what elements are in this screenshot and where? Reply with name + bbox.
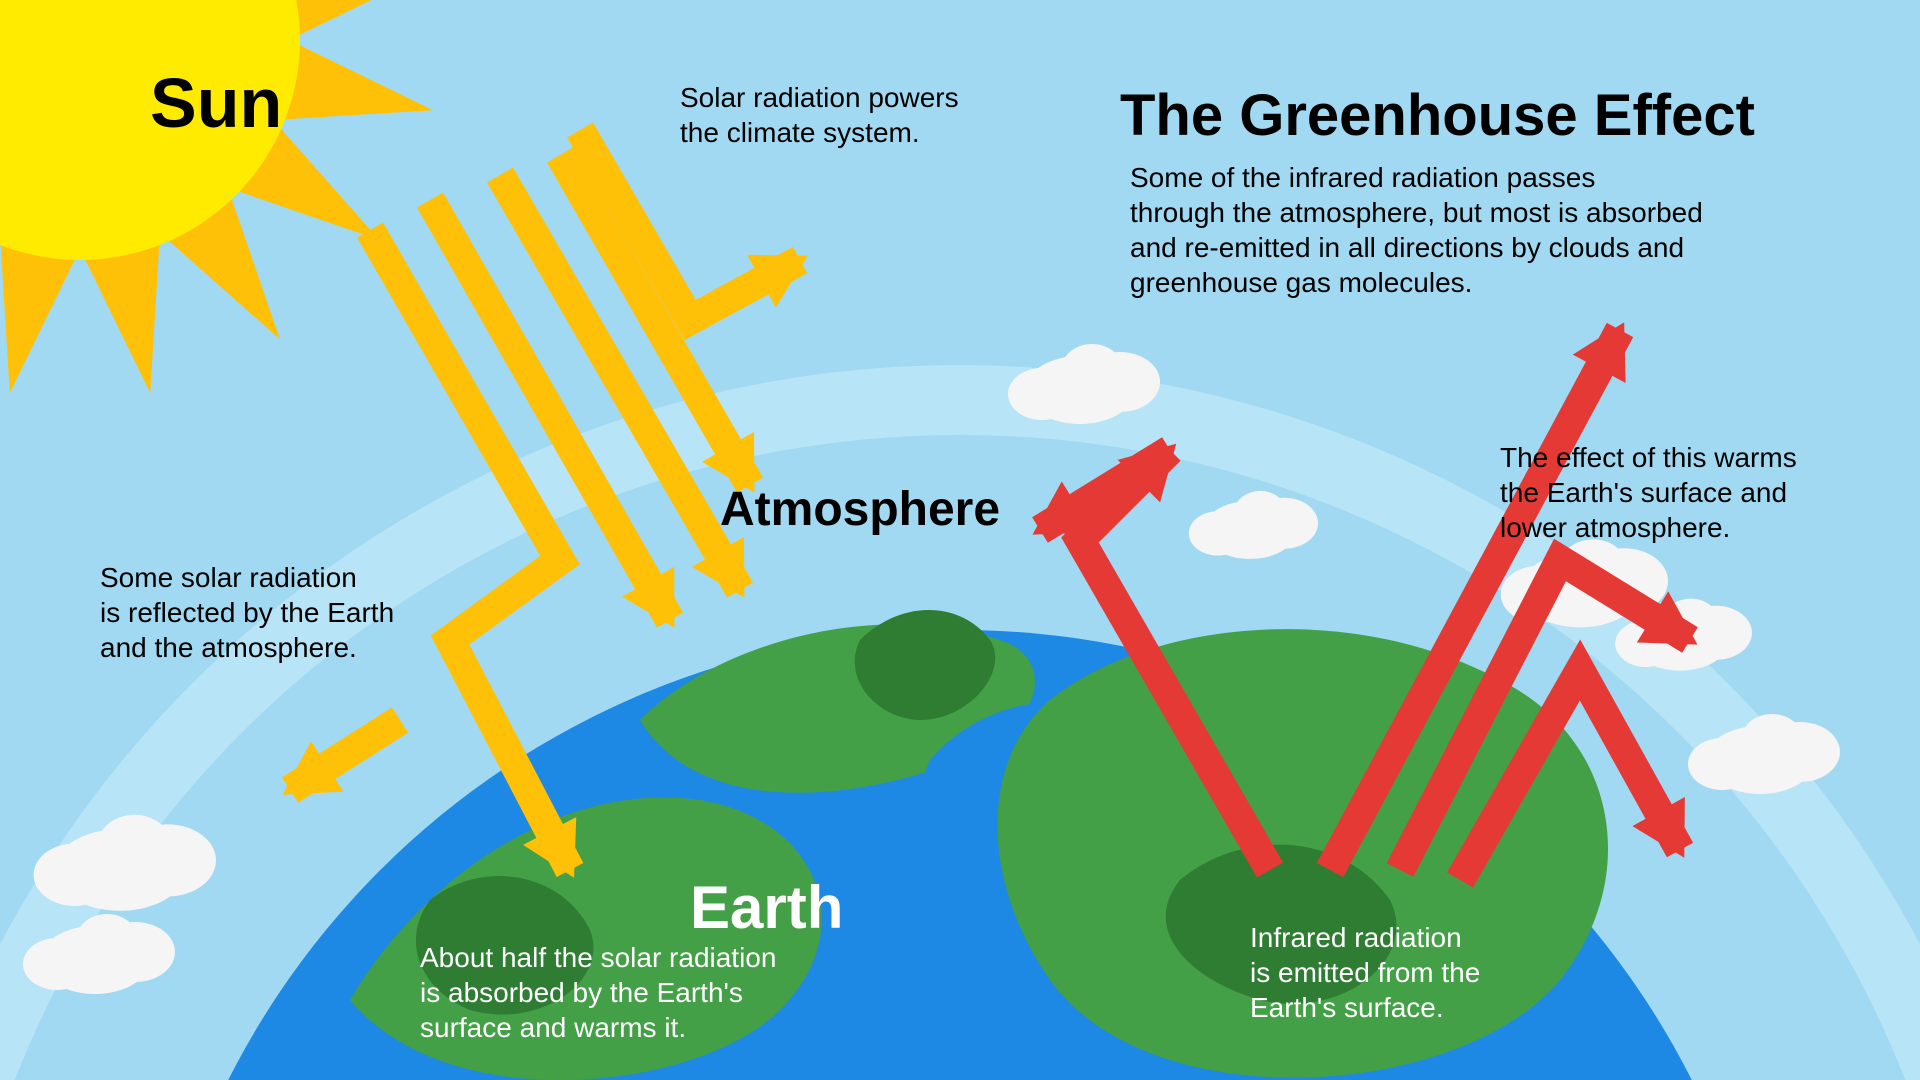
reflected-text: Some solar radiationis reflected by the … (100, 560, 520, 665)
sun-label: Sun (150, 60, 450, 148)
greenhouse-desc-text: Some of the infrared radiation passesthr… (1130, 160, 1860, 300)
infographic-stage: Sun Solar radiation powersthe climate sy… (0, 0, 1920, 1080)
earth-label: Earth (690, 870, 950, 945)
infrared-emitted-text: Infrared radiationis emitted from theEar… (1250, 920, 1610, 1025)
warms-effect-text: The effect of this warmsthe Earth's surf… (1500, 440, 1900, 545)
absorbed-text: About half the solar radiationis absorbe… (420, 940, 900, 1045)
atmosphere-label: Atmosphere (720, 480, 1080, 540)
solar-powers-text: Solar radiation powersthe climate system… (680, 80, 1100, 150)
main-title: The Greenhouse Effect (1120, 80, 1880, 153)
